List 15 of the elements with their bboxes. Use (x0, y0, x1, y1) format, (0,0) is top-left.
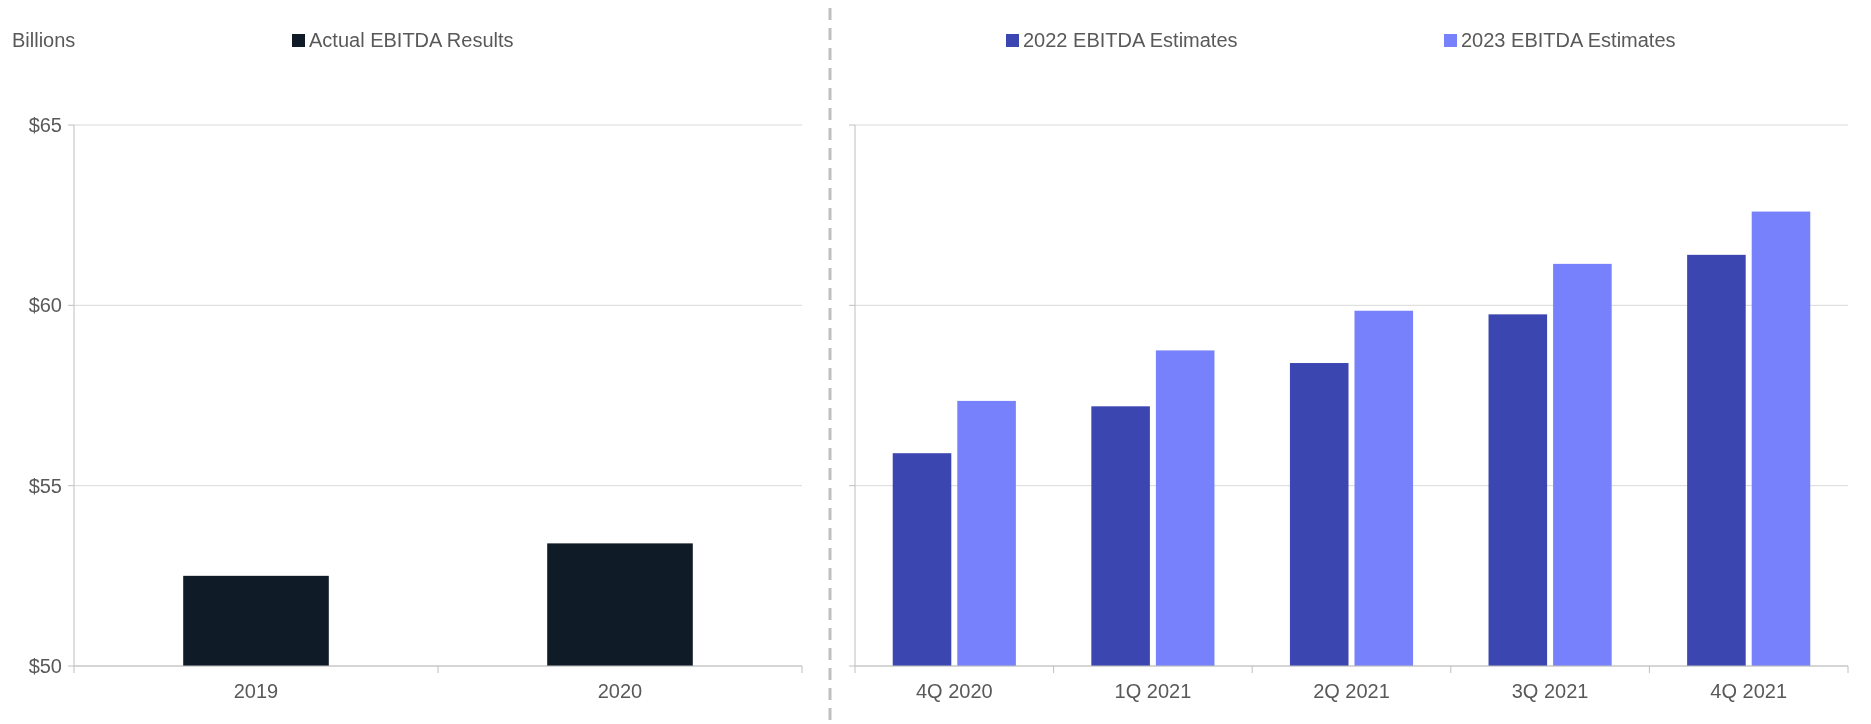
y-tick-label: $50 (28, 655, 62, 677)
y-tick-label: $65 (28, 114, 62, 136)
legend-label: Actual EBITDA Results (309, 29, 514, 51)
y-tick-label: $60 (28, 294, 62, 317)
x-tick-label: 1Q 2021 (1114, 680, 1192, 702)
legend-label: 2023 EBITDA Estimates (1461, 29, 1676, 51)
legend-label: 2022 EBITDA Estimates (1023, 29, 1238, 51)
x-tick-label: 2020 (597, 680, 643, 702)
x-tick-label: 4Q 2020 (915, 680, 993, 702)
x-tick-label: 2Q 2021 (1313, 680, 1390, 702)
x-tick-label: 3Q 2021 (1511, 680, 1589, 702)
x-tick-label: 4Q 2021 (1710, 680, 1788, 702)
y-tick-label: $55 (28, 474, 62, 497)
y-axis-title: Billions (12, 29, 76, 51)
x-tick-label: 2019 (233, 680, 279, 702)
